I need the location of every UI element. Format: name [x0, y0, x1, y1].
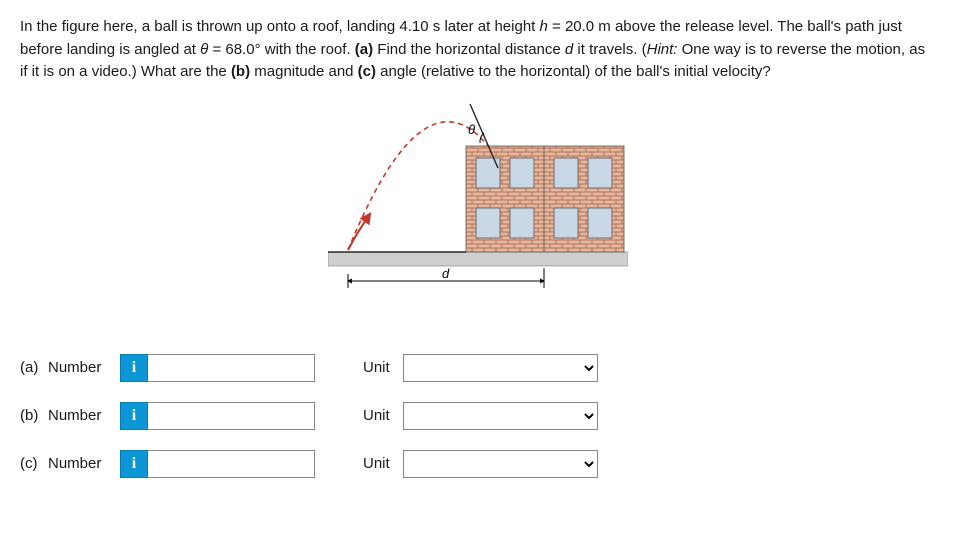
part-label: (a): [20, 359, 48, 376]
figure-container: θ d: [20, 96, 936, 306]
unit-select-c[interactable]: [403, 450, 598, 478]
info-icon[interactable]: i: [120, 450, 148, 478]
text-seg: magnitude and: [250, 63, 358, 80]
text-seg: = 68.0° with the roof.: [208, 41, 355, 58]
problem-statement: In the figure here, a ball is thrown up …: [20, 16, 936, 84]
trajectory-figure: θ d: [328, 96, 628, 306]
number-label: Number: [48, 407, 120, 424]
hint-label: Hint:: [647, 41, 678, 58]
part-b-bold: (b): [231, 63, 250, 80]
part-c-bold: (c): [358, 63, 376, 80]
theta-label: θ: [468, 122, 475, 137]
text-seg: angle (relative to the horizontal) of th…: [376, 63, 771, 80]
number-input-b[interactable]: [148, 402, 315, 430]
unit-select-b[interactable]: [403, 402, 598, 430]
unit-label: Unit: [363, 407, 403, 424]
answer-row-a: (a) Number i Unit: [20, 354, 936, 382]
part-a-bold: (a): [355, 41, 373, 58]
number-input-c[interactable]: [148, 450, 315, 478]
var-h: h: [540, 18, 548, 35]
part-label: (c): [20, 455, 48, 472]
unit-label: Unit: [363, 455, 403, 472]
answer-row-c: (c) Number i Unit: [20, 450, 936, 478]
unit-label: Unit: [363, 359, 403, 376]
d-label: d: [442, 266, 450, 281]
unit-select-a[interactable]: [403, 354, 598, 382]
text-seg: it travels. (: [573, 41, 646, 58]
text-seg: In the figure here, a ball is thrown up …: [20, 18, 540, 35]
number-input-a[interactable]: [148, 354, 315, 382]
info-icon[interactable]: i: [120, 402, 148, 430]
text-seg: Find the horizontal distance: [373, 41, 565, 58]
info-icon[interactable]: i: [120, 354, 148, 382]
var-d: d: [565, 41, 573, 58]
answer-row-b: (b) Number i Unit: [20, 402, 936, 430]
number-label: Number: [48, 455, 120, 472]
number-label: Number: [48, 359, 120, 376]
part-label: (b): [20, 407, 48, 424]
answer-inputs: (a) Number i Unit (b) Number i Unit (c) …: [20, 354, 936, 478]
